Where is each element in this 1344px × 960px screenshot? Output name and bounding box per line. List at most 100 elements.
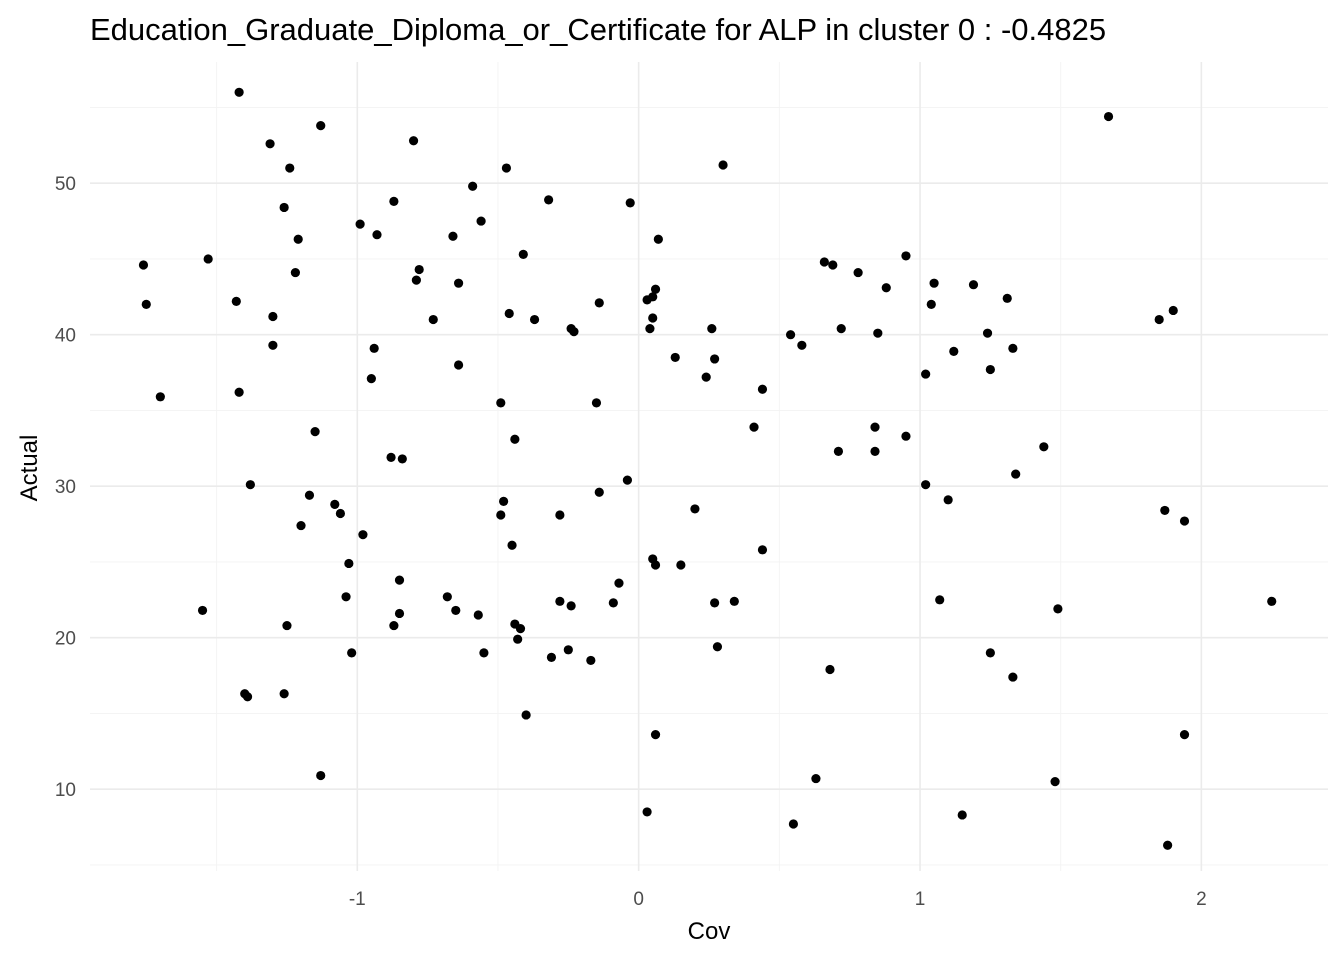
data-point (594, 298, 604, 308)
data-point (650, 284, 661, 294)
data-point (797, 340, 807, 350)
data-point (499, 496, 509, 506)
data-point (921, 369, 931, 379)
x-tick-label: 0 (633, 889, 644, 910)
data-point (245, 480, 255, 490)
data-point (555, 596, 565, 606)
data-point (1103, 111, 1114, 122)
data-point (1154, 314, 1164, 325)
data-point (394, 608, 405, 619)
data-point (1053, 604, 1063, 614)
data-points (138, 87, 1277, 850)
data-point (757, 384, 768, 394)
data-point (1179, 730, 1190, 740)
y-tick-labels: 10 20 30 40 50 (55, 174, 76, 801)
data-point (594, 487, 604, 497)
data-point (625, 198, 635, 208)
y-tick-label: 10 (55, 780, 76, 801)
x-axis-title: Cov (688, 918, 731, 945)
data-point (670, 352, 680, 363)
data-point (825, 664, 835, 675)
data-point (1002, 293, 1012, 303)
data-point (369, 343, 379, 353)
y-tick-label: 40 (55, 326, 76, 347)
data-point (676, 560, 686, 570)
data-point (836, 324, 846, 334)
data-point (828, 260, 838, 270)
data-point (591, 398, 602, 408)
data-point (155, 392, 165, 402)
data-point (496, 510, 506, 520)
data-point (982, 328, 993, 338)
data-point (1008, 672, 1018, 682)
data-point (648, 292, 658, 302)
data-point (819, 257, 829, 267)
data-point (518, 249, 528, 260)
x-tick-label: 2 (1196, 889, 1207, 910)
data-point (563, 645, 573, 655)
data-point (442, 592, 452, 602)
data-point (1267, 596, 1277, 606)
data-point (935, 595, 945, 605)
y-tick-label: 30 (55, 477, 76, 498)
data-point (316, 121, 326, 131)
data-point (873, 328, 883, 338)
data-point (468, 181, 478, 191)
data-point (929, 278, 939, 288)
data-point (555, 510, 565, 520)
data-point (473, 610, 483, 620)
data-point (510, 434, 520, 444)
data-point (811, 773, 821, 784)
data-point (943, 495, 953, 505)
data-point (718, 160, 728, 170)
data-point (926, 299, 936, 309)
data-point (653, 234, 663, 244)
data-point (521, 710, 531, 720)
data-point (1160, 505, 1170, 516)
data-point (622, 475, 633, 485)
data-point (330, 499, 340, 509)
data-point (870, 446, 880, 456)
data-point (141, 299, 151, 309)
data-point (231, 296, 241, 306)
data-point (1179, 516, 1190, 526)
data-point (358, 530, 368, 540)
data-point (1168, 305, 1178, 316)
data-point (650, 730, 661, 740)
data-point (608, 598, 618, 608)
data-point (242, 692, 253, 702)
data-point (985, 648, 995, 658)
y-axis-title: Actual (16, 435, 43, 502)
data-point (566, 601, 576, 611)
data-point (234, 387, 244, 397)
data-point (968, 280, 979, 290)
data-point (985, 364, 995, 375)
data-point (408, 136, 419, 146)
data-point (515, 624, 526, 634)
data-point (290, 267, 300, 278)
data-point (414, 264, 424, 275)
data-point (389, 620, 399, 631)
data-point (451, 605, 461, 616)
data-point (347, 648, 357, 658)
data-point (355, 219, 365, 229)
data-point (853, 267, 863, 278)
data-point (729, 596, 739, 606)
data-point (282, 620, 292, 631)
data-point (529, 314, 540, 325)
data-point (901, 431, 911, 441)
data-point (1050, 777, 1060, 787)
data-point (335, 508, 346, 519)
data-point (507, 540, 517, 550)
data-point (707, 324, 717, 334)
data-point (642, 807, 652, 817)
data-point (513, 634, 523, 644)
data-point (203, 254, 213, 264)
data-point (279, 689, 289, 699)
data-point (341, 592, 351, 602)
data-point (921, 480, 931, 490)
data-point (1011, 469, 1021, 479)
data-point (501, 163, 512, 173)
